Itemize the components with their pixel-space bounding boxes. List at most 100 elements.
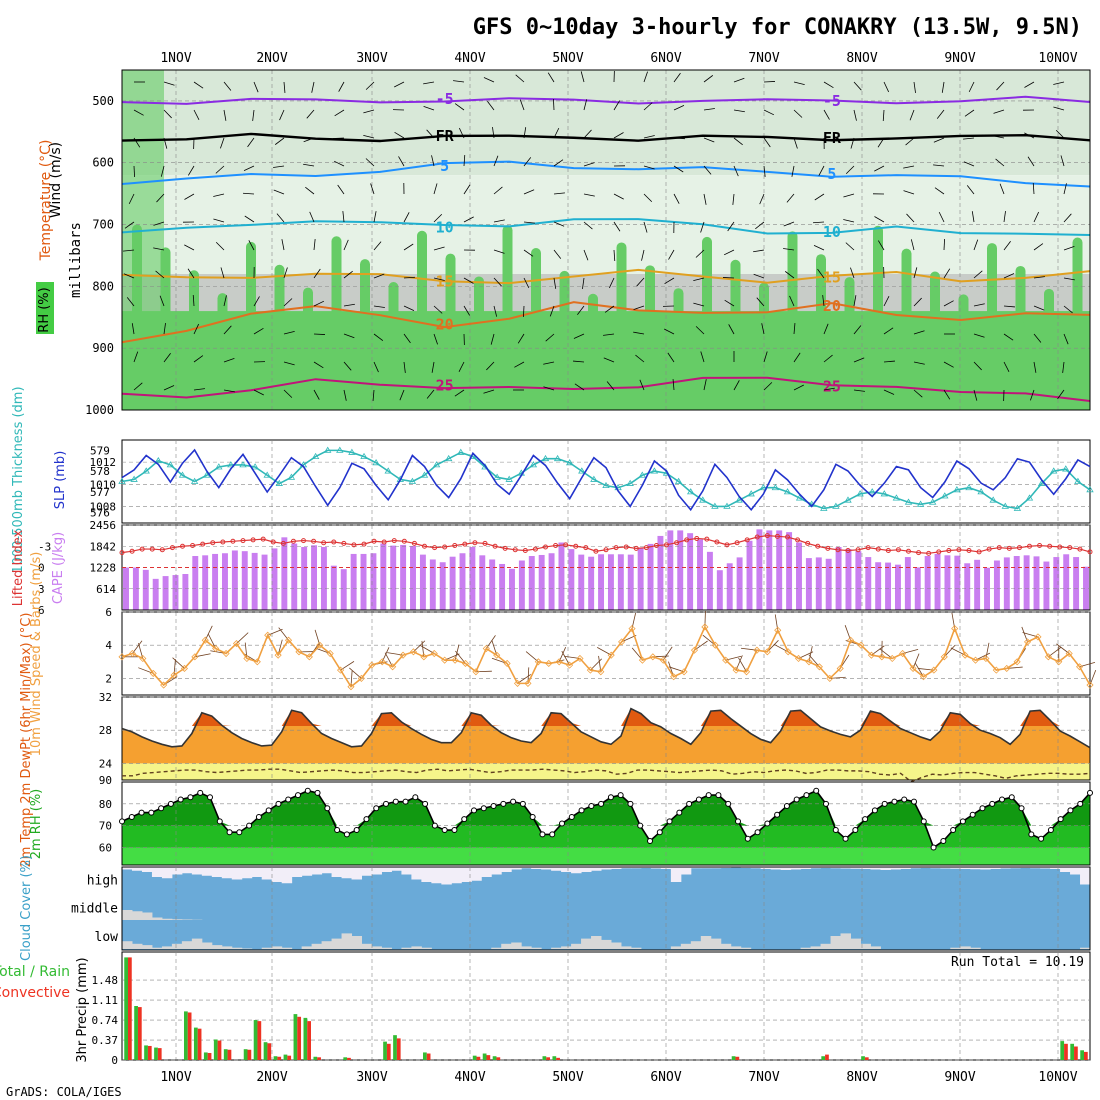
wind-barb	[305, 186, 315, 195]
wind-barb	[583, 249, 589, 261]
cloud-cell	[211, 945, 223, 949]
wind-barb	[253, 296, 260, 307]
thickness-point	[239, 461, 247, 468]
cloud-level-label: high	[87, 874, 118, 889]
rh-point	[598, 800, 605, 807]
precip-conv-bar	[227, 1049, 232, 1060]
rh-plume	[331, 236, 342, 324]
precip-conv-bar	[277, 1056, 282, 1060]
wind-barb	[1032, 182, 1035, 195]
wind-barb	[943, 361, 954, 368]
cloud-cell	[1040, 867, 1051, 869]
cape-bar	[449, 556, 456, 610]
thickness-point	[553, 454, 562, 462]
wind-barb	[672, 379, 675, 391]
wind-speed-point	[722, 656, 730, 664]
cape-bar	[459, 553, 466, 610]
contour-label: 15	[823, 269, 841, 287]
wind-barb	[703, 165, 712, 175]
cloud-cell	[571, 943, 582, 949]
cape-bar	[291, 543, 298, 610]
contour-label: 10	[436, 219, 454, 237]
li-point	[785, 534, 790, 540]
cape-bar	[281, 537, 288, 610]
wind-barb	[597, 647, 612, 656]
wind-barb	[192, 294, 195, 307]
cloud-cell	[760, 867, 772, 869]
wind-barb	[693, 277, 705, 282]
cloud-cell	[830, 936, 842, 949]
thickness-point	[1013, 504, 1022, 511]
contour-line	[121, 160, 1091, 188]
wind-barb	[220, 137, 225, 149]
cloud-cell	[750, 867, 762, 869]
cloud-cell	[511, 867, 522, 870]
cape-bar	[419, 554, 426, 610]
cloud-cell	[461, 867, 472, 882]
precip-total-bar	[134, 1006, 138, 1060]
temp-peak-fill	[122, 708, 1090, 727]
li-point	[442, 544, 448, 550]
cloud-cell	[581, 938, 592, 949]
cape-bar	[914, 567, 921, 610]
wind-barb	[702, 634, 716, 646]
precip-conv-bar	[307, 1021, 311, 1060]
run-total: Run Total = 10.19	[951, 955, 1084, 970]
rh-point	[275, 800, 282, 807]
li-point	[653, 543, 659, 549]
li-point	[1087, 549, 1093, 555]
cape-bar	[528, 556, 535, 610]
cloud-cell	[601, 939, 612, 949]
cloud-cell	[620, 867, 632, 869]
wind-barb	[784, 271, 795, 279]
wind-speed-point	[1034, 633, 1042, 641]
cape-bar	[469, 547, 476, 610]
cape-bar	[548, 553, 555, 610]
rh-point	[285, 796, 292, 803]
precip-conv-bar	[396, 1038, 401, 1060]
wind-barb	[1033, 333, 1042, 343]
wind-speed-point	[1086, 681, 1094, 689]
thickness-point	[215, 463, 223, 470]
axis-label-wind10m: 10m Wind Speed & Barbs (m/s)	[29, 552, 44, 757]
li-point	[240, 538, 246, 544]
axis-label-cape: CAPE (J/kg)	[51, 532, 66, 604]
rh-point	[246, 822, 253, 829]
cloud-cell	[850, 938, 861, 949]
rh-point	[422, 800, 429, 807]
rh-point	[647, 837, 653, 844]
wind-barb	[394, 131, 405, 139]
li-point	[946, 548, 952, 553]
wind-barb	[573, 360, 585, 363]
li-point	[754, 534, 760, 540]
contour-line	[121, 218, 1091, 237]
wind-speed-point	[524, 679, 532, 687]
wind-barb	[582, 277, 585, 289]
cloud-cell	[291, 867, 303, 877]
cloud-cell	[930, 867, 941, 869]
thickness-point	[384, 467, 392, 474]
cloud-cell	[1000, 867, 1011, 869]
cloud-cell	[351, 867, 363, 880]
wind-speed-point	[732, 666, 740, 674]
cloud-cell	[630, 947, 642, 949]
wind-barb	[1030, 389, 1035, 401]
cloud-cell	[161, 867, 173, 879]
li-point	[744, 537, 750, 543]
wind-barb	[633, 305, 645, 310]
thickness-point	[795, 494, 804, 501]
cloud-cell	[231, 947, 243, 949]
wind-barb	[963, 161, 975, 167]
li-point	[966, 548, 972, 553]
wind-barb	[823, 323, 829, 335]
wind-barb	[204, 625, 213, 641]
wind-barb	[423, 106, 435, 111]
wind-barb	[793, 352, 801, 363]
wind-speed-point	[576, 654, 584, 663]
wind-barb	[493, 186, 503, 195]
cloud-cell	[820, 943, 832, 949]
wind-barb	[943, 238, 945, 251]
cloud-cell	[311, 867, 323, 875]
cloud-cell	[171, 867, 183, 875]
wind-barb	[763, 165, 766, 177]
